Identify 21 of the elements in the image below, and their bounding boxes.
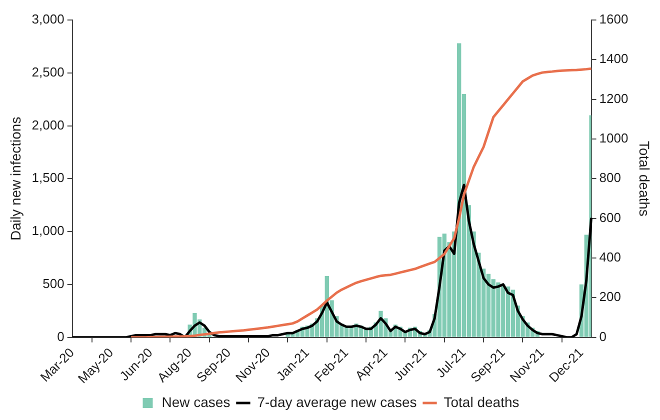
legend-label: New cases xyxy=(162,394,230,410)
y-tick-label: 0 xyxy=(57,328,64,344)
y-tick-label: 2,000 xyxy=(32,117,64,132)
y-axis-title: Daily new infections xyxy=(7,116,24,241)
y-tick-label: 1,000 xyxy=(32,223,64,238)
legend-label: 7-day average new cases xyxy=(257,394,417,410)
y2-tick-label: 800 xyxy=(599,170,621,186)
y2-tick-label: 200 xyxy=(599,289,621,304)
y-tick-label: 1,500 xyxy=(32,170,64,186)
y-tick-label: 2,500 xyxy=(32,64,64,80)
legend-label: Total deaths xyxy=(444,394,520,410)
y2-tick-label: 0 xyxy=(599,328,607,344)
y-tick-label: 500 xyxy=(42,276,64,292)
y2-tick-label: 1000 xyxy=(599,130,628,146)
y-tick-label: 3,000 xyxy=(32,12,64,27)
y2-axis-title: Total deaths xyxy=(636,140,653,216)
y2-tick-label: 1600 xyxy=(599,12,628,27)
y2-tick-label: 400 xyxy=(599,250,621,265)
y2-tick-label: 600 xyxy=(599,210,621,225)
y2-tick-label: 1200 xyxy=(599,90,628,106)
y2-tick-label: 1400 xyxy=(599,51,628,66)
